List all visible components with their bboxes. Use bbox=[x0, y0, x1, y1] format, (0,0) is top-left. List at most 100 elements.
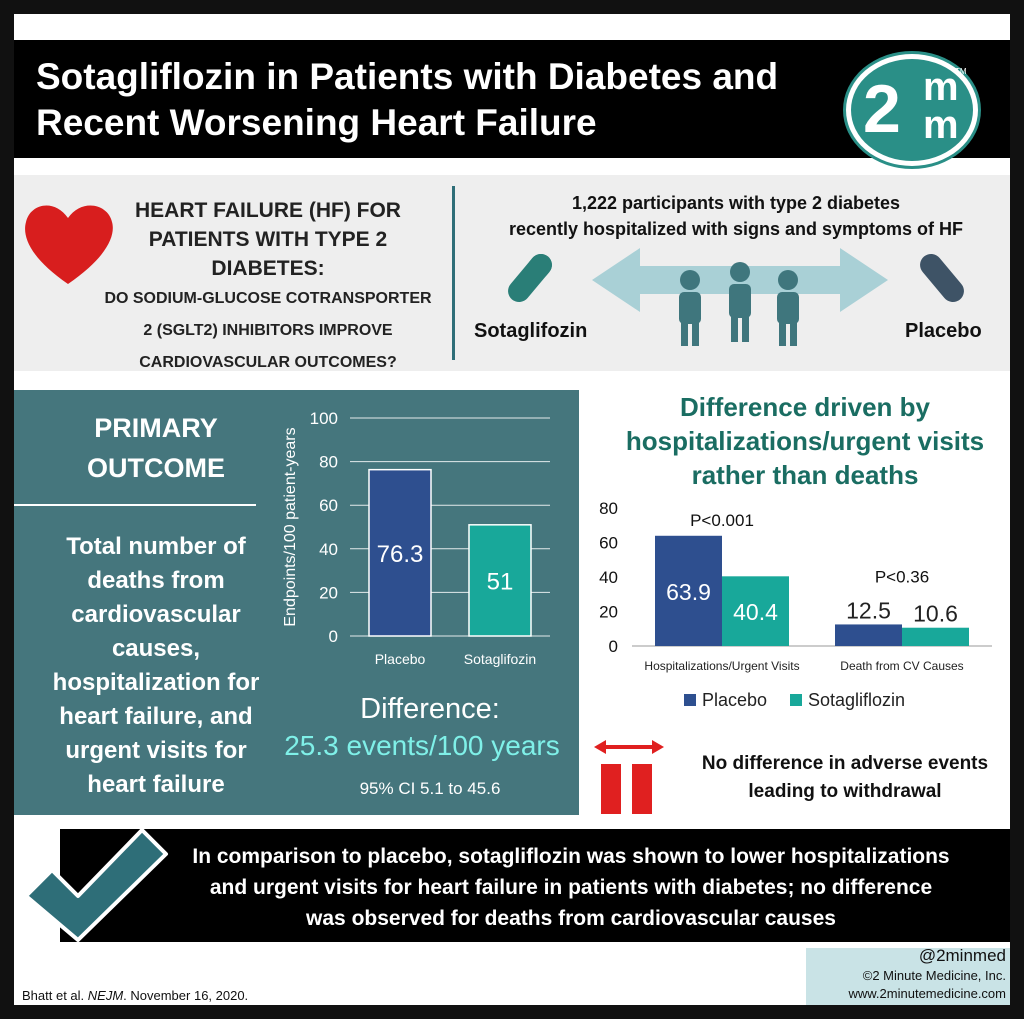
conclusion-line: and urgent visits for heart failure in p… bbox=[209, 876, 933, 899]
bar-sotagliflozin bbox=[722, 576, 789, 646]
logo-trademark: TM bbox=[955, 67, 967, 76]
y-tick-label: 100 bbox=[310, 409, 338, 428]
confidence-interval: 95% CI 5.1 to 45.6 bbox=[359, 779, 501, 798]
adverse-events-note: No difference in adverse events leading … bbox=[680, 750, 1010, 806]
infographic-title: Sotagliflozin in Patients with Diabetes … bbox=[36, 54, 856, 146]
desc-line: urgent visits for bbox=[65, 737, 247, 764]
desc-line: deaths from bbox=[87, 567, 225, 594]
x-category-label: Hospitalizations/Urgent Visits bbox=[644, 659, 799, 673]
p-value-annotation: P<0.001 bbox=[690, 511, 754, 530]
y-tick-label: 60 bbox=[599, 534, 618, 553]
heart-icon bbox=[25, 205, 113, 284]
y-tick-label: 20 bbox=[319, 583, 338, 602]
citation-date: . November 16, 2020. bbox=[123, 988, 249, 1003]
secondary-chart-heading: Difference driven by hospitalizations/ur… bbox=[610, 390, 1000, 492]
desc-line: heart failure bbox=[87, 771, 225, 798]
website: www.2minutemedicine.com bbox=[848, 986, 1006, 1001]
logo-m-top: m bbox=[923, 65, 959, 109]
primary-outcome-chart: 0 20 40 60 80 100 Endpoints/100 patient-years 7… bbox=[282, 409, 550, 667]
participants-line-1: 1,222 participants with type 2 diabetes bbox=[571, 193, 901, 213]
placebo-pill-icon bbox=[920, 253, 964, 303]
legend-swatch-sotagliflozin bbox=[790, 694, 802, 706]
social-handle: @2minmed bbox=[918, 946, 1006, 965]
title-line-1: Sotagliflozin in Patients with Diabetes … bbox=[36, 56, 779, 97]
x-category-label: Placebo bbox=[375, 651, 426, 667]
logo-m-bottom: m bbox=[923, 103, 959, 147]
primary-divider bbox=[14, 504, 256, 506]
bar-value-label: 63.9 bbox=[666, 579, 711, 605]
header-bar bbox=[14, 40, 1010, 158]
citation-journal: NEJM bbox=[87, 988, 124, 1003]
question-line-1: HEART FAILURE (HF) FOR bbox=[135, 199, 401, 222]
copyright: ©2 Minute Medicine, Inc. bbox=[862, 968, 1006, 983]
arm-label-sotagliflozin: Sotaglifozin bbox=[474, 320, 588, 342]
p-value-annotation: P<0.36 bbox=[875, 567, 929, 586]
primary-outcome-heading: PRIMARY OUTCOME bbox=[36, 408, 276, 488]
randomization-graphic bbox=[508, 248, 964, 346]
question-line-4: DO SODIUM-GLUCOSE COTRANSPORTER bbox=[104, 290, 432, 307]
no-difference-icon bbox=[594, 740, 664, 814]
citation-authors: Bhatt et al. bbox=[22, 988, 88, 1003]
heading-line: rather than deaths bbox=[691, 460, 919, 490]
desc-line: heart failure, and bbox=[59, 703, 253, 730]
arm-label-placebo: Placebo bbox=[905, 320, 982, 342]
participants-line-2: recently hospitalized with signs and sym… bbox=[508, 219, 964, 239]
x-category-label: Sotaglifozin bbox=[464, 651, 536, 667]
question-line-3: DIABETES: bbox=[211, 257, 325, 280]
conclusion-bar bbox=[60, 829, 1010, 942]
adverse-line: No difference in adverse events bbox=[701, 753, 989, 774]
sotagliflozin-pill-icon bbox=[508, 253, 552, 303]
difference-label: Difference: bbox=[360, 693, 500, 725]
adverse-line: leading to withdrawal bbox=[748, 781, 942, 802]
bar-placebo bbox=[835, 624, 902, 646]
2minutemedicine-logo: 2 m m TM bbox=[846, 54, 978, 166]
bar-value-label: 10.6 bbox=[913, 601, 958, 627]
y-tick-label: 40 bbox=[319, 540, 338, 559]
legend-swatch-placebo bbox=[684, 694, 696, 706]
y-tick-label: 80 bbox=[599, 499, 618, 518]
desc-line: Total number of bbox=[66, 533, 246, 560]
logo-digit: 2 bbox=[863, 71, 901, 147]
y-tick-label: 40 bbox=[599, 568, 618, 587]
bar-value-label: 51 bbox=[487, 568, 514, 595]
question-line-6: CARDIOVASCULAR OUTCOMES? bbox=[139, 354, 397, 371]
y-tick-label: 0 bbox=[609, 637, 618, 656]
research-question: HEART FAILURE (HF) FOR PATIENTS WITH TYP… bbox=[92, 196, 444, 379]
bar-value-label: 40.4 bbox=[733, 599, 778, 625]
bar-sotagliflozin bbox=[902, 627, 969, 646]
legend-label: Placebo bbox=[702, 690, 767, 710]
desc-line: cardiovascular bbox=[71, 601, 241, 628]
bar-placebo bbox=[655, 535, 722, 646]
primary-heading-line-1: PRIMARY bbox=[94, 413, 218, 443]
y-tick-label: 20 bbox=[599, 603, 618, 622]
credit-box bbox=[806, 948, 1010, 1005]
x-category-label: Death from CV Causes bbox=[840, 659, 963, 673]
bar-sotaglifozin bbox=[468, 524, 532, 637]
heading-line: Difference driven by bbox=[680, 392, 930, 422]
participants-text: 1,222 participants with type 2 diabetes … bbox=[466, 190, 1006, 242]
y-tick-label: 0 bbox=[329, 627, 338, 646]
desc-line: hospitalization for bbox=[52, 669, 260, 696]
question-line-5: 2 (SGLT2) INHIBITORS IMPROVE bbox=[143, 322, 393, 339]
difference-value: 25.3 events/100 years bbox=[284, 730, 560, 761]
heading-line: hospitalizations/urgent visits bbox=[625, 426, 985, 456]
question-line-2: PATIENTS WITH TYPE 2 bbox=[148, 228, 388, 251]
y-tick-label: 80 bbox=[319, 453, 338, 472]
citation: Bhatt et al. NEJM. November 16, 2020. bbox=[22, 988, 248, 1003]
conclusion-line: In comparison to placebo, sotagliflozin … bbox=[192, 845, 950, 868]
y-axis-label: Endpoints/100 patient-years bbox=[282, 427, 299, 626]
bar-placebo bbox=[368, 468, 432, 637]
bar-value-label: 12.5 bbox=[846, 597, 891, 623]
primary-outcome-description: Total number of deaths from cardiovascul… bbox=[36, 530, 276, 802]
section-divider bbox=[452, 186, 455, 360]
title-line-2: Recent Worsening Heart Failure bbox=[36, 102, 597, 143]
primary-heading-line-2: OUTCOME bbox=[87, 453, 225, 483]
checkmark-icon bbox=[24, 828, 168, 942]
desc-line: causes, bbox=[111, 635, 201, 662]
bar-value-label: 76.3 bbox=[377, 541, 424, 568]
participants-icon bbox=[679, 262, 799, 346]
conclusion-text: In comparison to placebo, sotagliflozin … bbox=[152, 841, 990, 934]
legend-label: Sotagliflozin bbox=[808, 690, 905, 710]
component-outcome-chart: 0 20 40 60 80 63.9 40.4 P<0.001 Hospitalizations… bbox=[599, 499, 992, 710]
conclusion-line: was observed for deaths from cardiovascu… bbox=[306, 907, 836, 930]
